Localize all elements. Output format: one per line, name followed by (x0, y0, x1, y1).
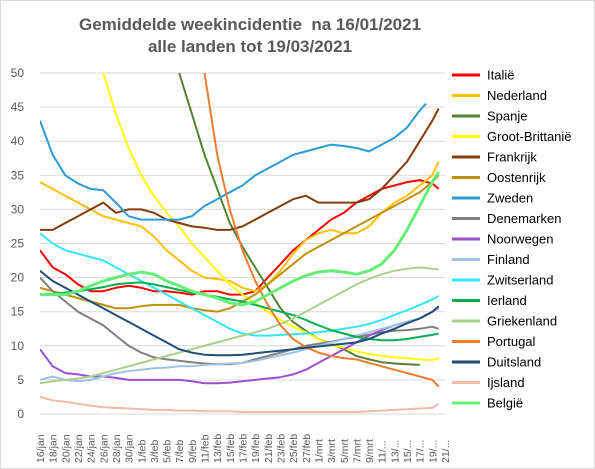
x-tick-label: 21/... (440, 440, 452, 463)
x-tick-label: 17/feb (238, 434, 250, 463)
x-tick-label: 9/feb (187, 439, 199, 463)
x-tick-label: 7/mrt (351, 439, 363, 463)
series-line-ierland (40, 281, 439, 342)
x-tick-label: 22/jan (73, 434, 85, 463)
legend-label-denemarken: Denemarken (487, 211, 561, 226)
y-tick-label: 15 (11, 305, 25, 319)
legend-label-nederland: Nederland (487, 88, 547, 103)
legend: Italië Nederland Spanje Groot-Brittanië Fran… (452, 68, 572, 411)
x-tick-label: 27/feb (301, 434, 313, 463)
y-tick-label: 20 (11, 271, 25, 285)
series-line-finland (40, 307, 440, 383)
x-tick-label: 3/feb (149, 439, 161, 463)
x-tick-label: 23/feb (275, 434, 287, 463)
x-tick-label: 13/feb (212, 434, 224, 463)
x-tick-label: 17/... (415, 440, 427, 463)
legend-label-noorwegen: Noorwegen (487, 232, 554, 247)
y-tick-label: 0 (17, 407, 24, 421)
series-line-nederland (40, 161, 440, 293)
y-tick-label: 50 (11, 66, 25, 80)
y-tick-label: 45 (11, 100, 25, 114)
legend-label-itali-: Italië (487, 68, 514, 83)
series-line-duitsland (40, 270, 440, 357)
y-tick-label: 40 (11, 134, 25, 148)
legend-label-zwitserland: Zwitserland (487, 273, 553, 288)
series-line-portugal (203, 73, 440, 388)
legend-label-portugal: Portugal (487, 334, 536, 349)
y-tick-label: 35 (11, 168, 25, 182)
series-line-griekenland (40, 266, 439, 385)
series-line-zweden (40, 103, 427, 221)
y-tick-label: 5 (17, 373, 24, 387)
series-line-noorwegen (40, 307, 440, 385)
legend-label-oostenrijk: Oostenrijk (487, 170, 546, 185)
chart-title-line-2: alle landen tot 19/03/2021 (147, 37, 353, 56)
y-tick-label: 10 (11, 339, 25, 353)
x-axis-ticks: 16/jan 18/jan 20/jan 22/jan 24/jan 26/jan 28/j… (35, 434, 452, 463)
x-tick-label: 1/feb (136, 439, 148, 463)
y-tick-label: 25 (11, 237, 25, 251)
legend-label-finland: Finland (487, 252, 530, 267)
x-tick-label: 9/mrt (364, 439, 376, 463)
y-axis-ticks: 0 5 10 15 20 25 30 35 40 45 50 (11, 66, 25, 421)
legend-label-frankrijk: Frankrijk (487, 150, 537, 165)
x-tick-label: 25/feb (288, 434, 300, 463)
x-tick-label: 11/feb (200, 434, 212, 463)
x-tick-label: 5/feb (162, 439, 174, 463)
x-tick-label: 24/jan (86, 434, 98, 463)
series-line-zwitserland (40, 232, 440, 337)
x-tick-label: 11/... (377, 440, 389, 463)
series-line-belgi- (40, 171, 440, 307)
x-tick-label: 19/... (427, 440, 439, 463)
legend-label-duitsland: Duitsland (487, 355, 541, 370)
x-tick-label: 20/jan (60, 434, 72, 463)
legend-label-zweden: Zweden (487, 191, 533, 206)
x-tick-label: 18/jan (48, 434, 60, 463)
x-tick-label: 1/mrt (313, 439, 325, 463)
x-tick-label: 28/jan (111, 434, 123, 463)
legend-label-griekenland: Griekenland (487, 314, 557, 329)
legend-label-spanje: Spanje (487, 109, 527, 124)
series-line-spanje (178, 73, 420, 366)
gridlines (40, 72, 445, 415)
chart-title: Gemiddelde weekincidentie na 16/01/2021 … (0, 14, 500, 58)
x-tick-label: 3/mrt (326, 439, 338, 463)
x-tick-label: 30/jan (124, 434, 136, 463)
x-tick-label: 7/feb (174, 439, 186, 463)
x-tick-label: 13/... (389, 440, 401, 463)
x-tick-label: 15/feb (225, 434, 237, 463)
series-line-ijsland (40, 395, 440, 413)
y-tick-label: 30 (11, 202, 25, 216)
x-tick-label: 5/mrt (339, 439, 351, 463)
legend-label-ierland: Ierland (487, 293, 527, 308)
x-tick-label: 21/feb (263, 434, 275, 463)
legend-label-ijsland: Ijsland (487, 375, 525, 390)
legend-label-groot-brittani-: Groot-Brittanië (487, 129, 572, 144)
x-tick-label: 19/feb (250, 434, 262, 463)
series-line-frankrijk (40, 108, 440, 231)
x-tick-label: 16/jan (35, 434, 47, 463)
x-tick-label: 15/... (402, 440, 414, 463)
x-tick-label: 26/jan (98, 434, 110, 463)
legend-label-belgi-: België (487, 396, 523, 411)
series-lines (40, 73, 440, 413)
chart-title-line-1: Gemiddelde weekincidentie na 16/01/2021 (78, 15, 422, 34)
